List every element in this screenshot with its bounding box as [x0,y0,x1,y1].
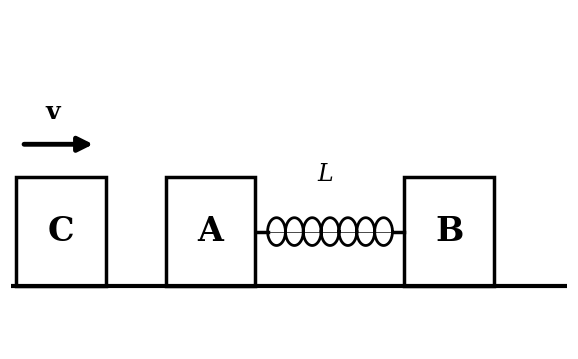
Bar [405,177,494,286]
Text: C: C [48,215,75,248]
Text: v: v [46,101,61,125]
Bar [16,177,106,286]
Text: A: A [198,215,223,248]
Bar [165,177,255,286]
Text: L: L [317,163,333,186]
Text: B: B [435,215,464,248]
